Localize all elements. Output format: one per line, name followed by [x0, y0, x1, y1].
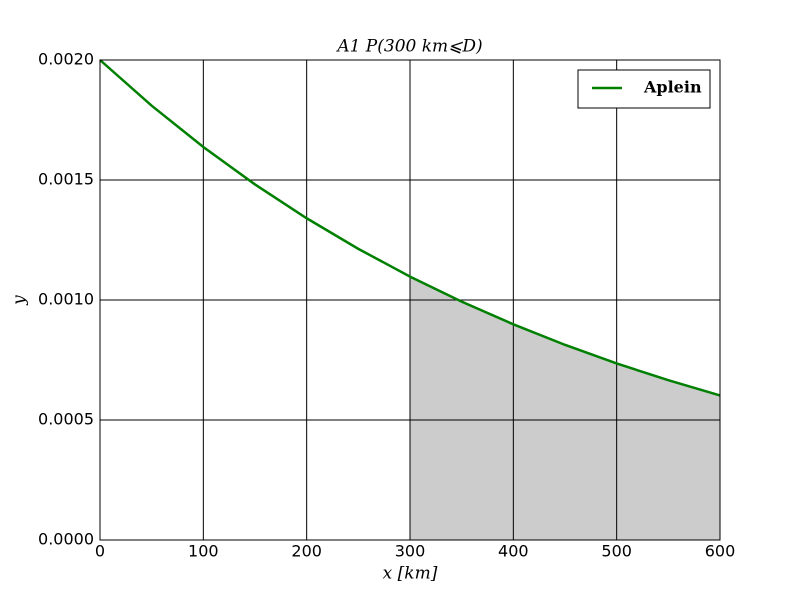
y-tick-label: 0.0005 [38, 410, 94, 429]
y-axis-label: y [10, 295, 30, 306]
x-tick-label: 600 [705, 542, 736, 561]
x-tick-label: 300 [395, 542, 426, 561]
y-tick-label: 0.0020 [38, 50, 94, 69]
y-tick-label: 0.0015 [38, 170, 94, 189]
x-tick-label: 500 [601, 542, 632, 561]
x-tick-label: 200 [291, 542, 322, 561]
chart-title: A1 P(300 km⩽D) [335, 37, 482, 57]
plot-frame [99, 59, 721, 541]
legend-label: Aplein [643, 78, 702, 97]
x-tick-label: 0 [95, 542, 105, 561]
y-tick-label: 0.0010 [38, 290, 94, 309]
x-tick-label: 400 [498, 542, 529, 561]
x-tick-label: 100 [188, 542, 219, 561]
line [99, 59, 721, 397]
x-axis-label: x [km] [383, 564, 438, 584]
y-tick-label: 0.0000 [38, 530, 94, 549]
